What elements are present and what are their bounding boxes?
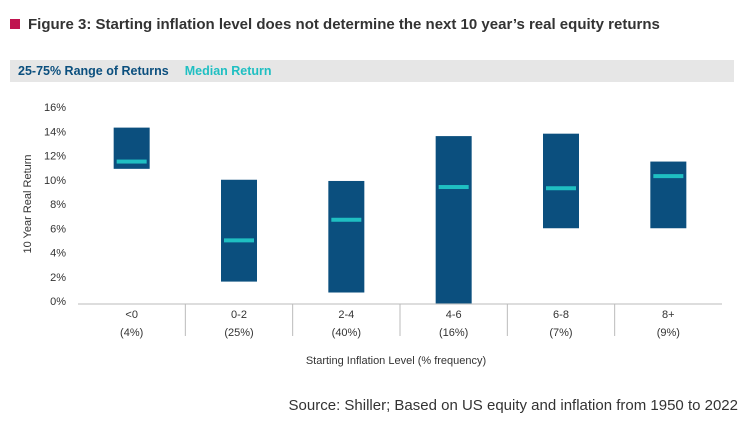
x-frequency-label: (7%) — [549, 327, 572, 339]
x-axis-title: Starting Inflation Level (% frequency) — [306, 355, 486, 367]
x-tick-label: 4-6 — [446, 309, 462, 321]
y-tick-label: 0% — [50, 296, 66, 308]
x-tick-label: 8+ — [662, 309, 675, 321]
y-tick-label: 4% — [50, 248, 66, 260]
title-marker — [10, 19, 20, 29]
x-tick-label: <0 — [125, 309, 138, 321]
median-marker — [116, 159, 147, 164]
x-frequency-label: (25%) — [224, 327, 253, 339]
median-marker — [546, 186, 576, 191]
x-frequency-label: (16%) — [439, 327, 468, 339]
x-frequency-label: (40%) — [332, 327, 361, 339]
range-bar — [650, 161, 687, 229]
y-tick-label: 16% — [44, 102, 66, 114]
range-bar — [221, 179, 257, 282]
y-axis-title: 10 Year Real Return — [22, 154, 34, 253]
median-marker — [331, 217, 362, 222]
median-marker — [438, 185, 469, 190]
median-marker — [653, 174, 684, 179]
x-tick-label: 6-8 — [553, 309, 569, 321]
x-frequency-label: (4%) — [120, 327, 143, 339]
range-bar — [328, 180, 365, 293]
y-tick-label: 8% — [50, 199, 66, 211]
legend-median-label: Median Return — [184, 64, 272, 78]
x-tick-label: 0-2 — [231, 309, 247, 321]
y-tick-label: 2% — [50, 272, 66, 284]
x-tick-label: 2-4 — [338, 309, 354, 321]
range-bar — [435, 136, 472, 304]
y-tick-label: 10% — [44, 175, 66, 187]
legend-range-label: 25-75% Range of Returns — [18, 64, 169, 78]
median-marker — [224, 238, 254, 243]
legend: 25-75% Range of Returns Median Return — [10, 60, 734, 82]
figure-title-text: Figure 3: Starting inflation level does … — [28, 15, 660, 33]
y-tick-label: 6% — [50, 223, 66, 235]
source-note: Source: Shiller; Based on US equity and … — [288, 397, 738, 414]
range-bar — [543, 133, 579, 229]
y-tick-label: 14% — [44, 126, 66, 138]
y-tick-label: 12% — [44, 151, 66, 163]
figure-title: Figure 3: Starting inflation level does … — [10, 14, 740, 34]
x-frequency-label: (9%) — [657, 327, 680, 339]
